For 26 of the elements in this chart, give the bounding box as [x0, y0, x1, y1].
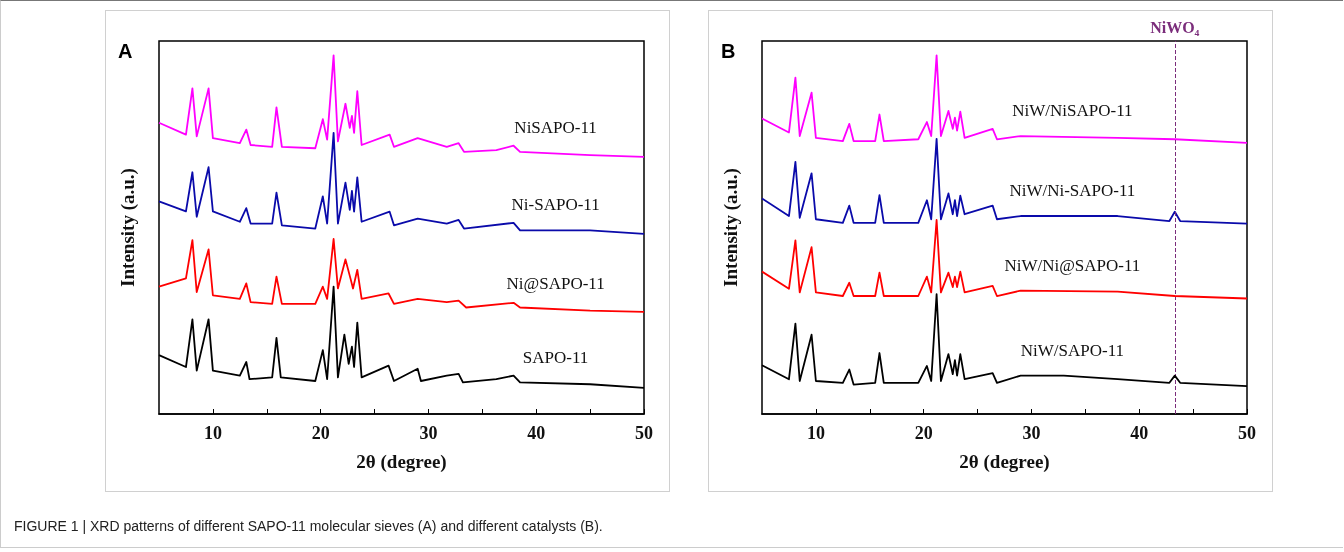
caption: FIGURE 1 | XRD patterns of different SAPO-11 molecular sieves (A) and different catalysts (B). — [14, 518, 603, 534]
x-tick-label: 20 — [914, 423, 933, 443]
text: B — [721, 40, 736, 62]
x-tick-label: 10 — [203, 423, 222, 443]
series-label: Ni-SAPO-11 — [511, 194, 600, 214]
x-tick-label: 50 — [635, 423, 653, 443]
text: A — [118, 40, 133, 62]
series-label: NiW/Ni@SAPO-11 — [1004, 255, 1141, 275]
x-tick-label: 40 — [1130, 423, 1149, 443]
x-tick-label: 20 — [311, 423, 330, 443]
series-label: NiW/NiSAPO-11 — [1012, 101, 1133, 121]
x-tick-label: 50 — [1238, 423, 1256, 443]
ref-line-label: NiWO₄ — [1150, 18, 1200, 36]
x-axis-title: 2θ (degree) — [356, 451, 447, 473]
x-tick-label: 40 — [527, 423, 546, 443]
y-axis-title: Intensity (a.u.) — [117, 168, 139, 287]
series-label: SAPO-11 — [522, 347, 589, 367]
x-tick-label: 30 — [419, 423, 438, 443]
series-label: Ni@SAPO-11 — [506, 273, 605, 293]
series-label: NiW/SAPO-11 — [1020, 340, 1125, 360]
x-axis-title: 2θ (degree) — [959, 451, 1050, 473]
series-label: NiW/Ni-SAPO-11 — [1009, 180, 1136, 200]
series-label: NiSAPO-11 — [514, 117, 597, 137]
x-tick-label: 10 — [806, 423, 825, 443]
x-tick-label: 30 — [1022, 423, 1041, 443]
y-axis-title: Intensity (a.u.) — [720, 168, 742, 287]
